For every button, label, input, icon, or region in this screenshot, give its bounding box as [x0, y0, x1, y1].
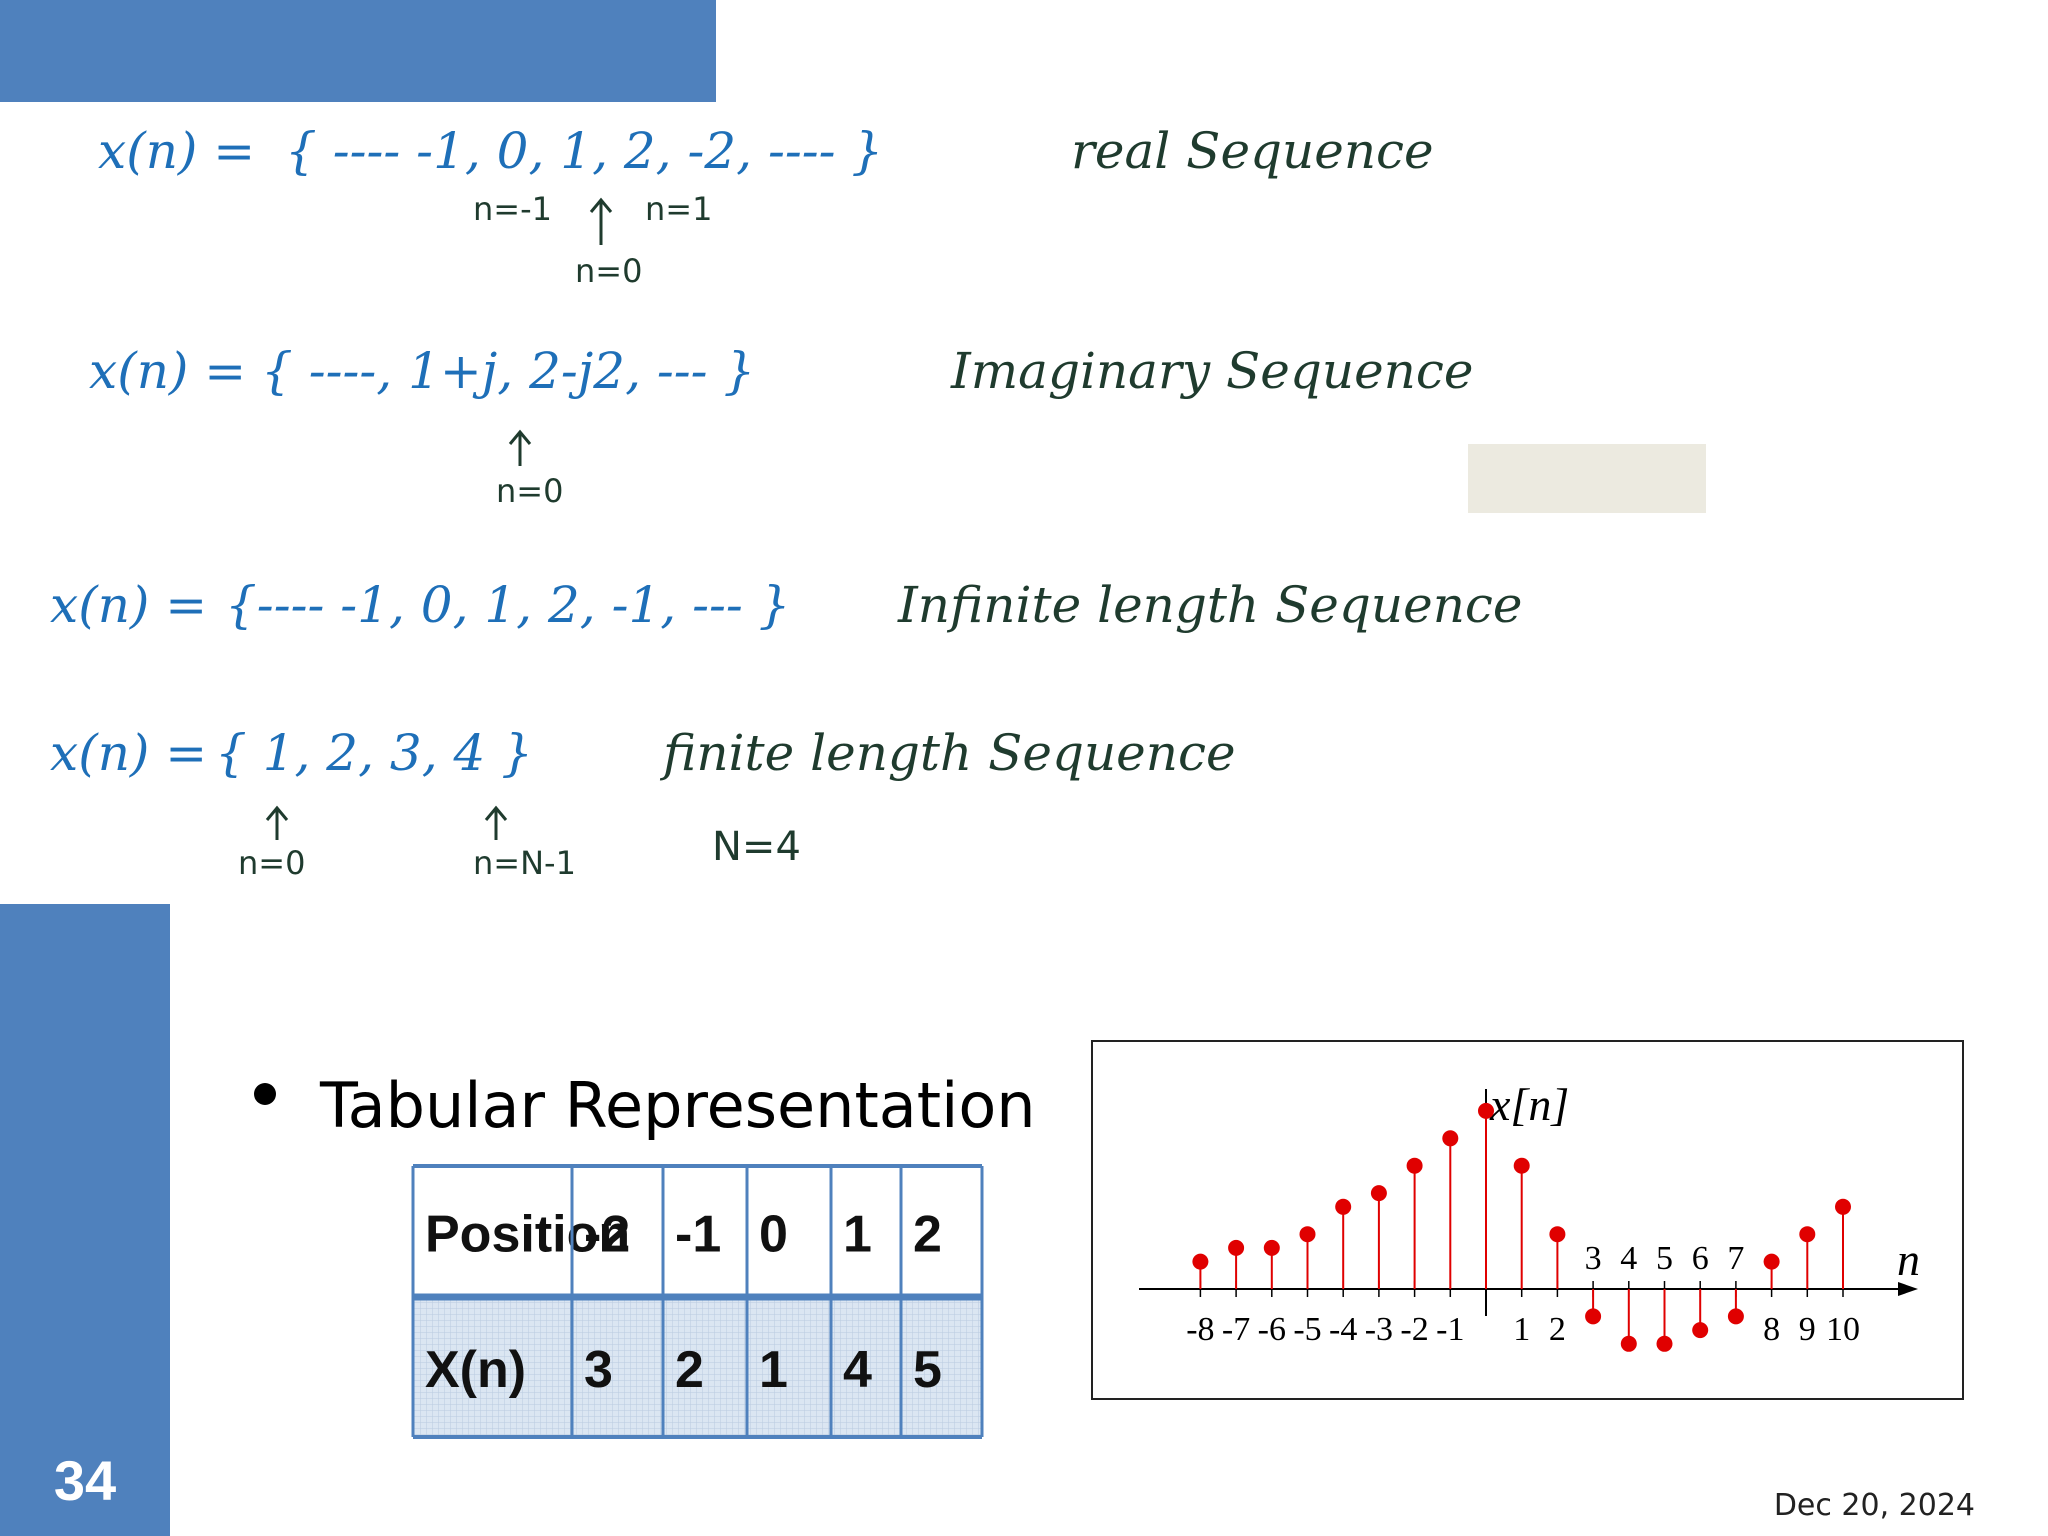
table-cell: 2	[675, 1341, 704, 1399]
slide-number: 34	[54, 1449, 116, 1512]
x-tick-label: -6	[1258, 1311, 1286, 1348]
note-sequence: { ----, 1+j, 2-j2, --- }	[261, 342, 755, 400]
stem-dot	[1299, 1226, 1316, 1243]
table-cell: 4	[843, 1341, 872, 1399]
x-label: n	[1897, 1234, 1920, 1285]
note-lhs: x(n) =	[89, 342, 246, 400]
arrow	[508, 429, 532, 466]
stem-dot	[1549, 1226, 1566, 1243]
note-mark: n=0	[575, 252, 642, 290]
note-sequence: { ---- -1, 0, 1, 2, -2, ---- }	[285, 122, 883, 180]
note-sequence: { 1, 2, 3, 4 }	[215, 724, 533, 782]
x-tick-label: 8	[1763, 1311, 1780, 1348]
stem-dot	[1406, 1157, 1423, 1174]
x-tick-label: -8	[1186, 1311, 1214, 1348]
stem-dot	[1370, 1185, 1387, 1202]
stem-dot	[1656, 1335, 1673, 1352]
x-axis-arrow	[1898, 1282, 1918, 1296]
stem-chart: x[n] n -8 -7 -6 -5 -4 -3 -2 -1 1 23 4 5 6 78 9 10	[1139, 1079, 1920, 1352]
stem-dot	[1442, 1130, 1459, 1147]
note-label: real Sequence	[1071, 122, 1434, 180]
note-sequence: {---- -1, 0, 1, 2, -1, --- }	[225, 576, 790, 634]
x-tick-label: 3	[1585, 1240, 1602, 1277]
stem-dot	[1727, 1308, 1744, 1325]
x-tick-label: -1	[1436, 1311, 1464, 1348]
y-label: x[n]	[1489, 1079, 1569, 1130]
x-tick-label: 10	[1826, 1311, 1860, 1348]
stem-dot	[1799, 1226, 1816, 1243]
stem-dot	[1763, 1253, 1780, 1270]
arrow	[589, 197, 613, 245]
stem-dot	[1263, 1239, 1280, 1256]
x-tick-label: 2	[1549, 1311, 1566, 1348]
x-tick-label: -2	[1400, 1311, 1428, 1348]
note-mark: n=0	[238, 844, 305, 882]
table-cell: Position	[425, 1206, 630, 1264]
note-label: Imaginary Sequence	[950, 342, 1473, 400]
table-cell: 5	[913, 1341, 942, 1399]
note-label: finite length Sequence	[659, 724, 1236, 782]
note-lhs: x(n) =	[50, 724, 207, 782]
stem-dot	[1835, 1198, 1851, 1215]
x-tick-label: 6	[1692, 1240, 1709, 1277]
x-tick-label: -4	[1329, 1311, 1357, 1348]
table: Position-2 -1 0 1 2X(n) 3 2 1 4 5	[411, 1164, 984, 1439]
stem-dot	[1478, 1102, 1494, 1119]
x-tick-label: 5	[1656, 1240, 1673, 1277]
table-cell: 1	[759, 1341, 788, 1399]
table-cell: X(n)	[425, 1341, 526, 1399]
x-tick-label: 7	[1727, 1240, 1744, 1277]
note-mark: n=1	[645, 190, 712, 228]
x-tick-label: 9	[1799, 1311, 1816, 1348]
gray-box	[1468, 444, 1706, 513]
x-tick-label: -7	[1222, 1311, 1250, 1348]
table-row-bg	[413, 1166, 982, 1297]
note-mark: n=N-1	[473, 844, 576, 882]
table-cell: 0	[759, 1206, 788, 1264]
x-tick-label: 4	[1620, 1240, 1637, 1277]
note-mark: n=-1	[473, 190, 552, 228]
note-lhs: x(n) =	[50, 576, 207, 634]
stem-dot	[1620, 1335, 1637, 1352]
table-cell: -2	[584, 1206, 630, 1264]
note-lhs: x(n) =	[98, 122, 255, 180]
bullet-dot	[254, 1083, 276, 1105]
note-label: Infinite length Sequence	[897, 576, 1523, 634]
table-cell: 3	[584, 1341, 613, 1399]
table-cell: 1	[843, 1206, 872, 1264]
stem-dot	[1692, 1322, 1709, 1339]
x-tick-label: 1	[1513, 1311, 1530, 1348]
table-row-bg	[413, 1297, 982, 1437]
note-mark: N=4	[712, 824, 801, 870]
table-cell: -1	[675, 1206, 721, 1264]
table-cell: 2	[913, 1206, 942, 1264]
arrow	[484, 805, 508, 840]
x-tick-label: -3	[1365, 1311, 1393, 1348]
note-mark: n=0	[496, 472, 563, 510]
stem-dot	[1192, 1253, 1209, 1270]
stem-dot	[1585, 1308, 1602, 1325]
stem-dot	[1228, 1239, 1245, 1256]
top-band	[0, 0, 716, 102]
stem-dot	[1513, 1157, 1530, 1174]
x-tick-label: -5	[1293, 1311, 1321, 1348]
chart-frame	[1091, 1040, 1964, 1400]
arrow	[265, 805, 289, 840]
stem-dot	[1335, 1198, 1352, 1215]
date: Dec 20, 2024	[1774, 1488, 1975, 1523]
bullet-text: Tabular Representation	[319, 1069, 1036, 1142]
side-band	[0, 904, 170, 1536]
